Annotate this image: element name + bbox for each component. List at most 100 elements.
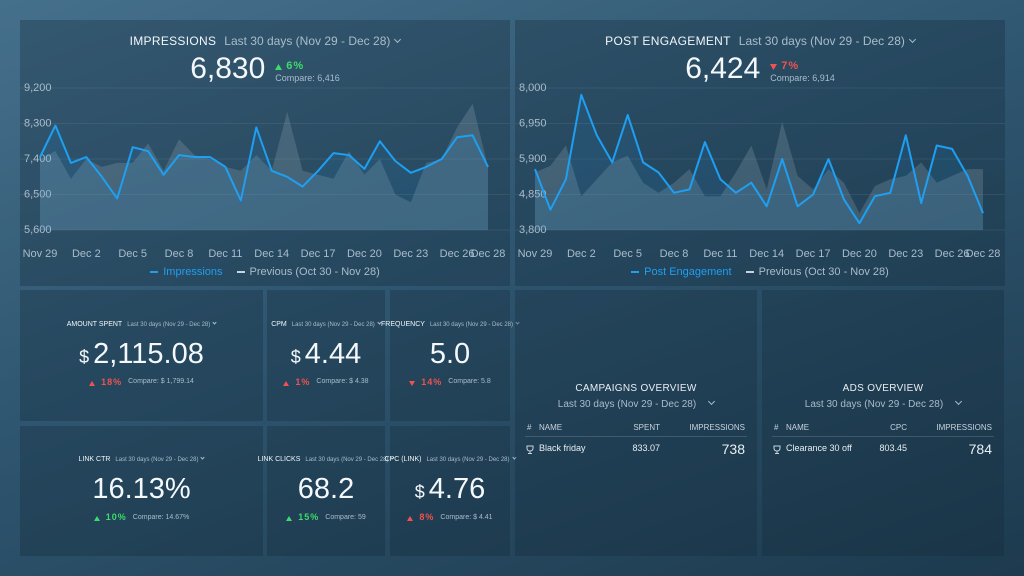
x-tick-label: Dec 28 xyxy=(471,248,506,260)
table-cell: 784 xyxy=(968,441,992,457)
x-tick-label: Dec 17 xyxy=(796,248,831,260)
x-tick-label: Dec 26 xyxy=(935,248,970,260)
legend-label: Impressions xyxy=(163,266,223,278)
period-dropdown[interactable]: Last 30 days (Nov 29 - Dec 28) xyxy=(224,34,402,48)
period-dropdown[interactable]: Last 30 days (Nov 29 - Dec 28) xyxy=(515,397,757,410)
kpi-change-row: 18% Compare: $ 1,799.14 xyxy=(20,377,263,387)
y-tick-label: 8,000 xyxy=(519,82,547,94)
arrow xyxy=(407,516,414,521)
legend: Post Engagement Previous (Oct 30 - Nov 28… xyxy=(515,266,1005,278)
x-tick-label: Nov 29 xyxy=(23,248,58,260)
kpi-widget: FREQUENCY Last 30 days (Nov 29 - Dec 28) 5… xyxy=(381,290,520,421)
header-rule xyxy=(772,436,994,437)
period-dropdown[interactable]: Last 30 days (Nov 29 - Dec 28) xyxy=(292,319,382,328)
kpi-title: FREQUENCY xyxy=(381,320,425,328)
line-chart: 5,600 6,500 7,400 8,300 9,200 Nov 29 Dec 2 Dec … xyxy=(20,82,510,260)
change-block: 6% Compare: 6,416 xyxy=(275,60,340,83)
kpi-value-row: $2,115.08 xyxy=(20,338,263,371)
period-dropdown[interactable]: Last 30 days (Nov 29 - Dec 28) xyxy=(305,455,396,463)
kpi-widget: AMOUNT SPENT Last 30 days (Nov 29 - Dec 2… xyxy=(20,290,263,421)
trend-arrow xyxy=(275,64,283,70)
kpi-value-row: 68.2 xyxy=(267,473,385,506)
kpi-value: 4.76 xyxy=(428,473,486,505)
table-cell: 833.07 xyxy=(632,443,660,453)
period-dropdown[interactable]: Last 30 days (Nov 29 - Dec 28) xyxy=(127,319,217,328)
chevron xyxy=(708,397,716,406)
x-tick-label: Dec 8 xyxy=(165,248,194,260)
x-tick-label: Dec 14 xyxy=(254,248,289,260)
change: 8% xyxy=(419,512,435,522)
value-row: 6,424 7% Compare: 6,914 xyxy=(515,52,1005,86)
kpi-value-row: $4.76 xyxy=(390,473,510,506)
value-row: 6,830 6% Compare: 6,416 xyxy=(20,52,510,86)
compare: Compare: 6,914 xyxy=(770,72,835,83)
x-tick-label: Dec 14 xyxy=(749,248,784,260)
x-tick-label: Dec 23 xyxy=(393,248,428,260)
x-tick-label: Dec 11 xyxy=(208,248,242,260)
change: 14% xyxy=(421,376,443,387)
period: Last 30 days (Nov 29 - Dec 28) xyxy=(804,399,944,410)
kpi-header: AMOUNT SPENT Last 30 days (Nov 29 - Dec 2… xyxy=(20,319,263,328)
legend-item: Previous (Oct 30 - Nov 28) xyxy=(236,266,380,278)
x-tick-label: Dec 28 xyxy=(966,248,1001,260)
legend-label: Previous (Oct 30 - Nov 28) xyxy=(758,266,889,278)
change: 1% xyxy=(295,376,311,387)
currency: $ xyxy=(79,346,90,367)
table-cell: Clearance 30 off xyxy=(786,443,852,453)
kpi-value-row: 16.13% xyxy=(20,473,263,506)
table-cell: 738 xyxy=(721,441,745,457)
trend-arrow xyxy=(407,516,414,521)
y-tick-label: 4,850 xyxy=(519,188,547,200)
kpi-title: CPC (LINK) xyxy=(384,456,422,463)
kpi-header: CPC (LINK) Last 30 days (Nov 29 - Dec 28) xyxy=(385,455,517,463)
y-tick-label: 5,900 xyxy=(519,153,547,165)
widget-header: POST ENGAGEMENT Last 30 days (Nov 29 - De… xyxy=(515,34,1005,48)
compare: Compare: 6,416 xyxy=(275,72,340,83)
arrow xyxy=(770,64,778,70)
kpi-value: 5.0 xyxy=(429,337,471,370)
column-header: # xyxy=(774,423,779,432)
arrow xyxy=(275,64,283,70)
period-dropdown[interactable]: Last 30 days (Nov 29 - Dec 28) xyxy=(762,397,1004,410)
period-dropdown[interactable]: Last 30 days (Nov 29 - Dec 28) xyxy=(739,34,916,48)
kpi-header: LINK CTR Last 30 days (Nov 29 - Dec 28) xyxy=(20,455,263,463)
kpi-change-row: 1% Compare: $ 4.38 xyxy=(267,377,385,387)
x-tick-label: Dec 5 xyxy=(118,248,147,260)
chart-widget: POST ENGAGEMENT Last 30 days (Nov 29 - De… xyxy=(515,20,1005,286)
trend-arrow xyxy=(286,516,293,521)
period-dropdown[interactable]: Last 30 days (Nov 29 - Dec 28) xyxy=(430,319,520,328)
period-dropdown[interactable]: Last 30 days (Nov 29 - Dec 28) xyxy=(115,455,206,463)
arrow xyxy=(283,380,290,386)
x-tick-label: Nov 29 xyxy=(518,248,553,260)
kpi-widget: LINK CTR Last 30 days (Nov 29 - Dec 28) 16… xyxy=(20,426,263,556)
kpi-value: 4.44 xyxy=(304,337,362,370)
change-block: 7% Compare: 6,914 xyxy=(770,60,835,83)
y-tick-label: 9,200 xyxy=(24,82,52,94)
y-tick-label: 7,400 xyxy=(24,153,52,165)
x-tick-label: Dec 17 xyxy=(301,248,336,260)
legend-item: Impressions xyxy=(150,266,223,278)
arrow xyxy=(409,380,416,386)
x-tick-label: Dec 26 xyxy=(440,248,475,260)
kpi-widget: LINK CLICKS Last 30 days (Nov 29 - Dec 28… xyxy=(258,426,396,556)
previous-area xyxy=(40,103,488,230)
kpi-value: 16.13% xyxy=(92,473,191,505)
trend-arrow xyxy=(409,380,416,386)
trend-arrow xyxy=(283,380,290,386)
x-tick-label: Dec 5 xyxy=(613,248,642,260)
kpi-header: LINK CLICKS Last 30 days (Nov 29 - Dec 28… xyxy=(258,455,396,463)
change-row: 6% xyxy=(275,60,340,72)
y-tick-label: 8,300 xyxy=(24,117,52,129)
kpi-title: CPM xyxy=(271,320,287,328)
change-row: 7% xyxy=(770,60,835,72)
kpi-title: AMOUNT SPENT xyxy=(66,320,123,328)
kpi-change-row: 14% Compare: 5.8 xyxy=(390,377,510,387)
legend-swatch xyxy=(631,271,640,273)
legend-swatch xyxy=(236,271,245,273)
line-chart: 3,800 4,850 5,900 6,950 8,000 Nov 29 Dec 2 Dec … xyxy=(515,82,1005,260)
legend-swatch xyxy=(745,271,754,273)
trend-arrow xyxy=(93,516,100,521)
change: 18% xyxy=(101,376,123,387)
period-dropdown[interactable]: Last 30 days (Nov 29 - Dec 28) xyxy=(426,455,517,463)
